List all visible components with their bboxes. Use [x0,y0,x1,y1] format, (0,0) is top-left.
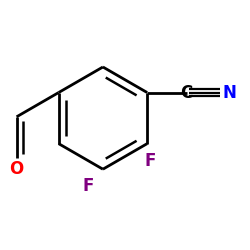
Text: O: O [10,160,24,178]
Text: N: N [223,84,236,102]
Text: C: C [180,84,192,102]
Text: F: F [82,177,94,195]
Text: F: F [144,152,156,170]
